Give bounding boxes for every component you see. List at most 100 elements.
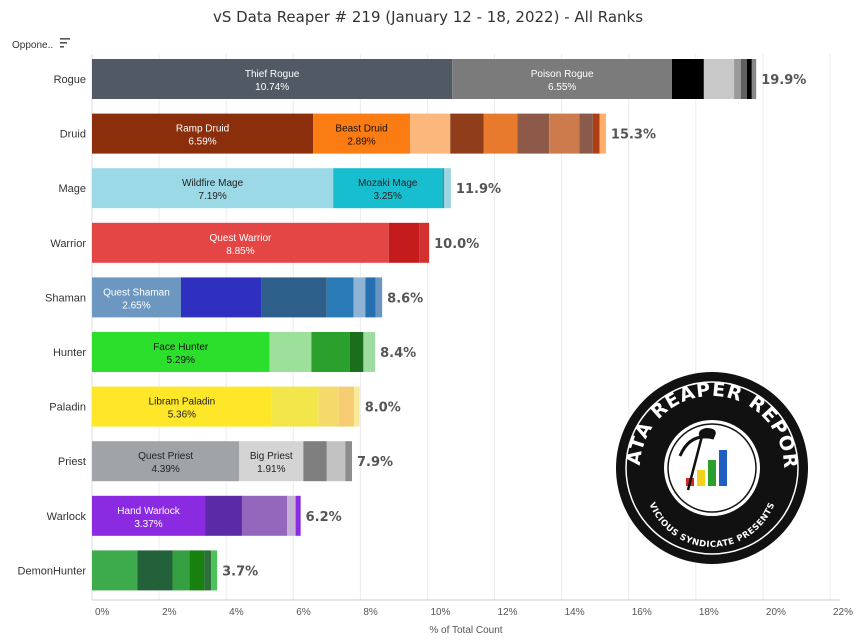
x-tick-label: 0% xyxy=(95,607,110,618)
bar-segment[interactable] xyxy=(92,332,270,372)
reaper-scythe-icon xyxy=(678,428,716,491)
bar-segment[interactable] xyxy=(92,59,453,99)
bar-segment[interactable] xyxy=(442,168,445,209)
bar-segment[interactable] xyxy=(452,59,673,99)
bar-segment[interactable] xyxy=(349,332,364,372)
bar-rogue[interactable]: Thief Rogue 10.74% Poison Rogue 6.55% 19.9% xyxy=(92,59,806,99)
bar-total-label: 15.3% xyxy=(611,128,656,143)
bar-segment[interactable] xyxy=(92,550,138,591)
bar-segment[interactable] xyxy=(599,113,606,154)
segment-value-label: 7.19% xyxy=(198,191,226,202)
bar-segment[interactable] xyxy=(703,59,735,99)
x-tick-label: 16% xyxy=(632,607,652,618)
bar-segment[interactable] xyxy=(172,550,190,591)
bar-segment[interactable] xyxy=(333,168,443,209)
sort-icon[interactable] xyxy=(60,38,70,48)
bar-warrior[interactable]: Quest Warrior 8.85% 10.0% xyxy=(92,222,479,263)
bar-segment[interactable] xyxy=(388,222,420,263)
bar-segment[interactable] xyxy=(180,277,262,318)
bar-hunter[interactable]: Face Hunter 5.29% 8.4% xyxy=(92,332,416,372)
bar-segment[interactable] xyxy=(579,113,593,154)
bar-segment[interactable] xyxy=(241,495,288,536)
opponent-filter[interactable]: Oppone.. xyxy=(12,38,70,51)
x-tick-label: 2% xyxy=(162,607,177,618)
bar-segment[interactable] xyxy=(410,113,451,154)
bar-total-label: 3.7% xyxy=(222,564,258,579)
bar-segment[interactable] xyxy=(549,113,580,154)
bar-segment[interactable] xyxy=(271,386,319,427)
category-label: Warlock xyxy=(47,511,87,523)
category-label: Priest xyxy=(58,456,86,468)
bar-segment[interactable] xyxy=(92,495,206,536)
bar-total-label: 8.4% xyxy=(380,346,416,361)
segment-value-label: 2.65% xyxy=(122,300,150,311)
bar-segment[interactable] xyxy=(375,277,383,318)
segment-value-label: 5.29% xyxy=(167,355,195,366)
bar-segment[interactable] xyxy=(338,386,354,427)
bar-segment[interactable] xyxy=(261,277,327,318)
bar-paladin[interactable]: Libram Paladin 5.36% 8.0% xyxy=(92,386,401,427)
bar-segment[interactable] xyxy=(239,441,304,482)
segment-value-label: 2.89% xyxy=(347,137,375,148)
segment-value-label: 5.36% xyxy=(168,410,196,421)
bar-shaman[interactable]: Quest Shaman 2.65% 8.6% xyxy=(92,277,423,318)
bar-segment[interactable] xyxy=(137,550,173,591)
bar-segment[interactable] xyxy=(287,495,296,536)
bar-segment[interactable] xyxy=(92,113,314,154)
bar-segment[interactable] xyxy=(92,441,240,482)
bar-segment[interactable] xyxy=(734,59,741,99)
bar-demonhunter[interactable]: 3.7% xyxy=(92,550,258,591)
bar-warlock[interactable]: Hand Warlock 3.37% 6.2% xyxy=(92,495,342,536)
bar-segment[interactable] xyxy=(295,495,301,536)
category-label: Druid xyxy=(60,129,86,141)
bar-segment[interactable] xyxy=(483,113,518,154)
segment-value-label: 1.91% xyxy=(257,464,285,475)
bar-segment[interactable] xyxy=(269,332,312,372)
bar-segment[interactable] xyxy=(326,277,354,318)
bar-segment[interactable] xyxy=(444,168,451,209)
segment-name-label: Thief Rogue xyxy=(245,69,300,80)
bar-segment[interactable] xyxy=(211,550,218,591)
bar-segment[interactable] xyxy=(751,59,757,99)
bar-segment[interactable] xyxy=(303,441,327,482)
segment-name-label: Ramp Druid xyxy=(176,124,229,135)
bar-segment[interactable] xyxy=(672,59,704,99)
bar-segment[interactable] xyxy=(204,550,212,591)
x-tick-label: 10% xyxy=(430,607,450,618)
bar-priest[interactable]: Quest Priest 4.39% Big Priest 1.91% 7.9% xyxy=(92,441,393,482)
bar-mage[interactable]: Wildfire Mage 7.19% Mozaki Mage 3.25% 11.9% xyxy=(92,168,501,209)
category-label: Rogue xyxy=(54,74,86,86)
bar-segment[interactable] xyxy=(517,113,550,154)
bar-segment[interactable] xyxy=(363,332,376,372)
bar-segment[interactable] xyxy=(592,113,600,154)
bar-segment[interactable] xyxy=(92,168,334,209)
bar-segment[interactable] xyxy=(419,222,430,263)
bar-segment[interactable] xyxy=(326,441,346,482)
category-label: Shaman xyxy=(45,292,86,304)
bar-segment[interactable] xyxy=(365,277,376,318)
category-labels: Rogue Druid Mage Warrior Shaman Hunter Paladin… xyxy=(18,74,87,577)
bar-segment[interactable] xyxy=(746,59,752,99)
bar-segment[interactable] xyxy=(450,113,484,154)
segment-value-label: 6.59% xyxy=(188,137,216,148)
segment-name-label: Big Priest xyxy=(250,451,293,462)
bar-segment[interactable] xyxy=(740,59,747,99)
bar-segment[interactable] xyxy=(311,332,350,372)
segment-value-label: 4.39% xyxy=(151,464,179,475)
segment-name-label: Wildfire Mage xyxy=(182,178,244,189)
category-label: DemonHunter xyxy=(18,565,87,577)
bar-segment[interactable] xyxy=(205,495,242,536)
bar-segment[interactable] xyxy=(353,277,366,318)
bar-total-label: 19.9% xyxy=(761,73,806,88)
bar-segment[interactable] xyxy=(313,113,411,154)
bar-segment[interactable] xyxy=(189,550,205,591)
bar-segment[interactable] xyxy=(345,441,352,482)
bar-segment[interactable] xyxy=(318,386,339,427)
bar-druid[interactable]: Ramp Druid 6.59% Beast Druid 2.89% 15.3% xyxy=(92,113,656,154)
x-tick-label: 22% xyxy=(833,607,853,618)
bar-segment[interactable] xyxy=(353,386,360,427)
bar-segment[interactable] xyxy=(92,386,272,427)
bar-segment[interactable] xyxy=(92,277,181,318)
bar-segment[interactable] xyxy=(92,222,389,263)
